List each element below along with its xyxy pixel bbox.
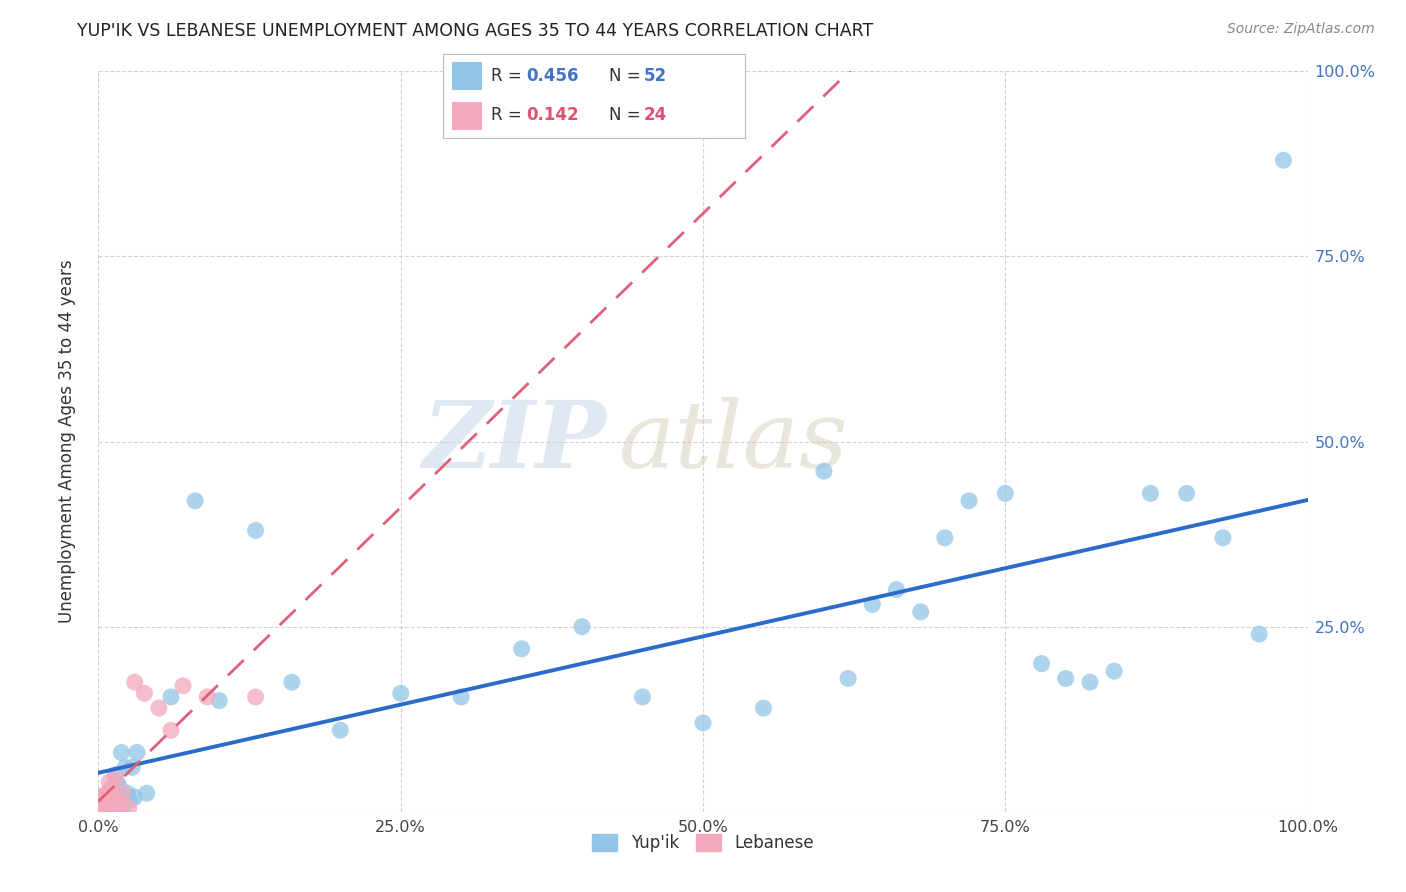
Point bbox=[1249, 627, 1271, 641]
Point bbox=[103, 801, 125, 815]
Point bbox=[97, 801, 120, 815]
Point bbox=[160, 723, 183, 738]
Point bbox=[104, 772, 127, 786]
Point bbox=[105, 775, 128, 789]
Point bbox=[813, 464, 835, 478]
Point bbox=[101, 797, 124, 812]
Point bbox=[91, 789, 114, 804]
Text: R =: R = bbox=[491, 68, 527, 86]
Point bbox=[118, 794, 141, 808]
Point bbox=[860, 598, 883, 612]
Point bbox=[124, 675, 146, 690]
Point bbox=[93, 794, 115, 808]
Point bbox=[108, 789, 131, 804]
Text: R =: R = bbox=[491, 106, 533, 124]
Point bbox=[1212, 531, 1234, 545]
Point bbox=[114, 760, 136, 774]
Point bbox=[172, 679, 194, 693]
Bar bbox=[451, 102, 482, 130]
Point bbox=[135, 786, 157, 800]
Point bbox=[160, 690, 183, 704]
Point bbox=[108, 797, 131, 812]
Point bbox=[127, 746, 149, 760]
Text: atlas: atlas bbox=[619, 397, 848, 486]
Point bbox=[208, 694, 231, 708]
Point bbox=[910, 605, 932, 619]
Point bbox=[108, 779, 131, 793]
Point bbox=[184, 493, 207, 508]
Point bbox=[934, 531, 956, 545]
Text: Source: ZipAtlas.com: Source: ZipAtlas.com bbox=[1227, 22, 1375, 37]
Point bbox=[111, 786, 134, 800]
Point bbox=[571, 619, 593, 633]
Text: YUP'IK VS LEBANESE UNEMPLOYMENT AMONG AGES 35 TO 44 YEARS CORRELATION CHART: YUP'IK VS LEBANESE UNEMPLOYMENT AMONG AG… bbox=[77, 22, 873, 40]
Point bbox=[91, 794, 114, 808]
Text: ZIP: ZIP bbox=[422, 397, 606, 486]
Point bbox=[98, 786, 121, 800]
Point bbox=[110, 746, 132, 760]
Point bbox=[103, 797, 125, 812]
Point bbox=[1102, 664, 1125, 678]
Legend: Yup'ik, Lebanese: Yup'ik, Lebanese bbox=[586, 828, 820, 859]
Point bbox=[121, 760, 143, 774]
Point bbox=[148, 701, 170, 715]
Point bbox=[124, 789, 146, 804]
Point bbox=[957, 493, 980, 508]
Point bbox=[631, 690, 654, 704]
Point bbox=[100, 782, 122, 797]
Point bbox=[96, 797, 118, 812]
Point bbox=[1054, 672, 1077, 686]
Point bbox=[101, 789, 124, 804]
Point bbox=[93, 801, 115, 815]
Y-axis label: Unemployment Among Ages 35 to 44 years: Unemployment Among Ages 35 to 44 years bbox=[58, 260, 76, 624]
Point bbox=[117, 786, 139, 800]
Point bbox=[195, 690, 218, 704]
Point bbox=[994, 486, 1017, 500]
Text: 24: 24 bbox=[644, 106, 668, 124]
Point bbox=[886, 582, 908, 597]
Point bbox=[450, 690, 472, 704]
Point bbox=[104, 767, 127, 781]
Point bbox=[118, 801, 141, 815]
Point bbox=[1031, 657, 1053, 671]
Text: N =: N = bbox=[609, 68, 645, 86]
Point bbox=[281, 675, 304, 690]
Text: 0.456: 0.456 bbox=[526, 68, 578, 86]
Point bbox=[752, 701, 775, 715]
Point bbox=[111, 801, 134, 815]
Point bbox=[329, 723, 352, 738]
Point bbox=[94, 789, 117, 804]
Point bbox=[1272, 153, 1295, 168]
Point bbox=[98, 775, 121, 789]
Point bbox=[692, 715, 714, 730]
Point bbox=[245, 524, 267, 538]
Point bbox=[1175, 486, 1198, 500]
Point bbox=[100, 782, 122, 797]
Point bbox=[91, 789, 114, 804]
Point bbox=[837, 672, 859, 686]
Bar bbox=[451, 62, 482, 90]
Text: 0.142: 0.142 bbox=[526, 106, 579, 124]
Point bbox=[510, 641, 533, 656]
Point bbox=[107, 794, 129, 808]
Point bbox=[100, 789, 122, 804]
Point bbox=[100, 801, 122, 815]
Text: 52: 52 bbox=[644, 68, 666, 86]
Point bbox=[1139, 486, 1161, 500]
Point bbox=[389, 686, 412, 700]
Point bbox=[107, 794, 129, 808]
Point bbox=[245, 690, 267, 704]
Text: N =: N = bbox=[609, 106, 645, 124]
Point bbox=[134, 686, 156, 700]
Point bbox=[90, 797, 112, 812]
Point bbox=[96, 786, 118, 800]
Point bbox=[1078, 675, 1101, 690]
